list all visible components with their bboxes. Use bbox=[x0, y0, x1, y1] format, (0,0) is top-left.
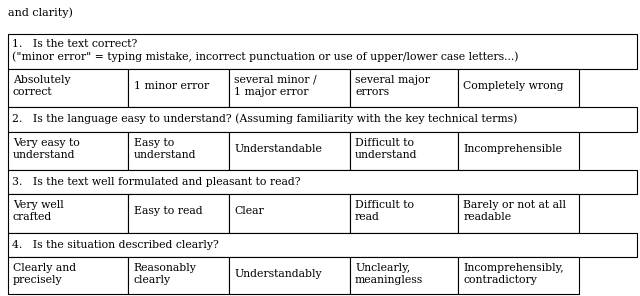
Bar bbox=[350, 257, 458, 294]
Text: Understandable: Understandable bbox=[234, 144, 322, 154]
Bar bbox=[229, 69, 350, 107]
Bar bbox=[458, 69, 579, 107]
Bar bbox=[229, 257, 350, 294]
Bar bbox=[229, 194, 350, 233]
Text: Barely or not at all
readable: Barely or not at all readable bbox=[463, 200, 566, 222]
Text: Clear: Clear bbox=[234, 206, 264, 216]
Text: Easy to read: Easy to read bbox=[134, 206, 202, 216]
Text: 1 minor error: 1 minor error bbox=[134, 81, 209, 91]
Text: Understandably: Understandably bbox=[234, 268, 322, 279]
Text: Absolutely
correct: Absolutely correct bbox=[13, 75, 70, 97]
Text: Difficult to
understand: Difficult to understand bbox=[355, 138, 417, 160]
Text: several major
errors: several major errors bbox=[355, 75, 430, 97]
Bar bbox=[458, 194, 579, 233]
Text: 1.   Is the text correct?
("minor error" = typing mistake, incorrect punctuation: 1. Is the text correct? ("minor error" =… bbox=[12, 39, 518, 62]
Bar bbox=[229, 132, 350, 170]
Bar bbox=[8, 170, 637, 194]
Text: Completely wrong: Completely wrong bbox=[463, 81, 564, 91]
Text: Incomprehensible: Incomprehensible bbox=[463, 144, 563, 154]
Bar bbox=[458, 257, 579, 294]
Text: Difficult to
read: Difficult to read bbox=[355, 200, 414, 222]
Bar bbox=[8, 194, 129, 233]
Text: Incomprehensibly,
contradictory: Incomprehensibly, contradictory bbox=[463, 263, 564, 284]
Text: 3.   Is the text well formulated and pleasant to read?: 3. Is the text well formulated and pleas… bbox=[12, 177, 301, 187]
Bar bbox=[129, 69, 229, 107]
Text: Very easy to
understand: Very easy to understand bbox=[13, 138, 79, 160]
Text: 2.   Is the language easy to understand? (Assuming familiarity with the key tech: 2. Is the language easy to understand? (… bbox=[12, 114, 518, 124]
Bar bbox=[129, 194, 229, 233]
Bar bbox=[8, 34, 637, 69]
Bar bbox=[129, 132, 229, 170]
Text: Easy to
understand: Easy to understand bbox=[134, 138, 196, 160]
Text: several minor /
1 major error: several minor / 1 major error bbox=[234, 75, 317, 97]
Text: and clarity): and clarity) bbox=[8, 7, 72, 18]
Bar bbox=[350, 132, 458, 170]
Bar bbox=[8, 257, 129, 294]
Bar bbox=[8, 107, 637, 132]
Bar bbox=[350, 69, 458, 107]
Text: Unclearly,
meaningless: Unclearly, meaningless bbox=[355, 263, 423, 284]
Bar bbox=[350, 194, 458, 233]
Text: Very well
crafted: Very well crafted bbox=[13, 200, 63, 222]
Text: Clearly and
precisely: Clearly and precisely bbox=[13, 263, 76, 284]
Bar bbox=[8, 233, 637, 257]
Text: 4.   Is the situation described clearly?: 4. Is the situation described clearly? bbox=[12, 239, 219, 250]
Bar bbox=[458, 132, 579, 170]
Bar bbox=[129, 257, 229, 294]
Bar bbox=[8, 69, 129, 107]
Bar bbox=[8, 132, 129, 170]
Text: Reasonably
clearly: Reasonably clearly bbox=[134, 263, 196, 284]
